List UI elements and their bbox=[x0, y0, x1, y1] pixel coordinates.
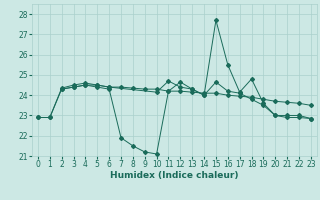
X-axis label: Humidex (Indice chaleur): Humidex (Indice chaleur) bbox=[110, 171, 239, 180]
